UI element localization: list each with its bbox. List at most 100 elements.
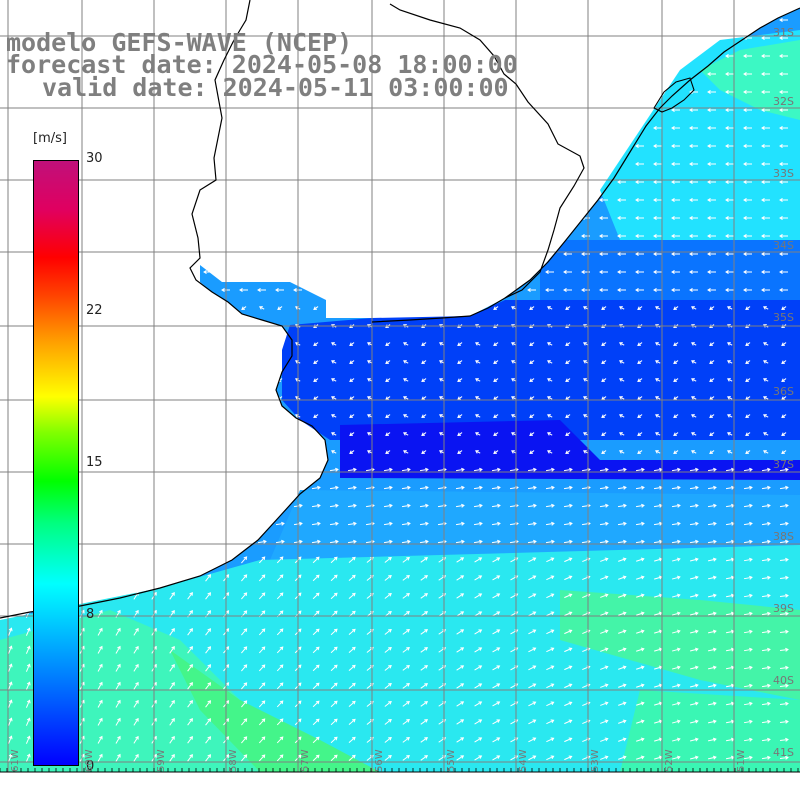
wind-arrow (385, 396, 391, 400)
wind-arrow (689, 107, 698, 113)
wind-arrow (492, 755, 501, 761)
wind-arrow (420, 737, 429, 743)
wind-arrow (401, 467, 411, 472)
wind-arrow (779, 89, 788, 95)
longitude-label: 52W (664, 749, 675, 772)
wind-arrow (529, 432, 535, 436)
wind-arrow (672, 737, 681, 742)
wind-arrow (743, 251, 752, 257)
wind-arrow (528, 629, 537, 635)
wind-arrow (510, 432, 517, 436)
wind-arrow (474, 575, 483, 581)
wind-arrow (618, 342, 625, 346)
wind-arrow (653, 251, 662, 257)
wind-arrow (169, 627, 175, 636)
wind-arrow (582, 432, 589, 436)
wind-arrow (689, 575, 699, 580)
wind-arrow (474, 683, 483, 689)
wind-arrow (311, 521, 321, 526)
wind-arrow (383, 521, 393, 526)
wind-arrow (654, 378, 661, 382)
wind-arrow (347, 503, 357, 508)
wind-arrow (241, 628, 248, 636)
wind-arrow (637, 432, 643, 436)
wind-arrow (402, 701, 410, 707)
wind-arrow (690, 378, 697, 382)
wind-arrow (618, 683, 627, 688)
wind-arrow (635, 143, 644, 149)
wind-arrow (527, 521, 537, 526)
wind-arrow (545, 539, 555, 544)
wind-arrow (600, 557, 609, 562)
wind-arrow (779, 143, 788, 149)
wind-arrow (618, 665, 627, 670)
wind-arrow (564, 611, 573, 617)
wind-arrow (563, 467, 573, 472)
wind-arrow (725, 53, 734, 59)
wind-arrow (510, 414, 517, 418)
wind-arrow (617, 521, 627, 526)
wind-arrow (743, 485, 753, 490)
wind-arrow (115, 663, 121, 672)
wind-arrow (313, 396, 319, 400)
wind-arrow (673, 342, 679, 346)
wind-arrow (689, 467, 699, 472)
wind-arrow (673, 396, 679, 400)
wind-arrow (420, 701, 429, 707)
wind-arrow (492, 665, 501, 671)
wind-arrow (689, 521, 699, 526)
wind-arrow (97, 663, 103, 672)
wind-arrow (618, 378, 625, 382)
wind-arrow (635, 215, 644, 221)
wind-arrow (473, 485, 483, 490)
wind-arrow (761, 89, 770, 95)
wind-arrow (115, 681, 121, 690)
wind-arrow (726, 378, 733, 382)
wind-arrow (529, 450, 535, 454)
wind-arrow (599, 269, 608, 275)
wind-arrow (671, 107, 680, 113)
wind-arrow (600, 611, 609, 616)
wind-arrow (709, 432, 715, 436)
wind-arrow (599, 539, 609, 544)
wind-arrow (133, 627, 139, 636)
wind-arrow (311, 503, 321, 508)
wind-arrow (635, 539, 645, 544)
wind-arrow (275, 287, 284, 293)
wind-arrow (401, 485, 411, 490)
wind-arrow (599, 503, 609, 508)
wind-arrow (707, 503, 717, 508)
wind-arrow (672, 611, 681, 616)
wind-arrow (258, 628, 266, 636)
wind-arrow (709, 450, 715, 454)
wind-arrow (673, 450, 679, 454)
wind-arrow (689, 251, 698, 257)
wind-arrow (349, 360, 355, 364)
wind-arrow (635, 161, 644, 167)
wind-arrow (690, 414, 697, 418)
wind-arrow (187, 700, 193, 708)
wind-speed-zone (700, 40, 800, 120)
wind-arrow (97, 681, 103, 690)
wind-arrow (312, 592, 320, 600)
wind-arrow (420, 629, 429, 635)
wind-arrow (725, 107, 734, 113)
wind-arrow (636, 575, 645, 580)
wind-arrow (689, 611, 699, 616)
wind-arrow (565, 378, 571, 382)
wind-arrow (653, 143, 662, 149)
wind-arrow (725, 215, 734, 221)
wind-arrow (779, 629, 789, 634)
wind-arrow (707, 665, 717, 670)
wind-arrow (707, 179, 716, 185)
wind-arrow (635, 197, 644, 203)
wind-arrow (743, 233, 752, 239)
wind-arrow (725, 179, 734, 185)
wind-arrow (563, 521, 573, 526)
wind-arrow (311, 485, 321, 490)
wind-arrow (761, 251, 770, 257)
longitude-label: 53W (590, 749, 601, 772)
wind-arrow (707, 485, 717, 490)
wind-arrow (420, 593, 429, 599)
